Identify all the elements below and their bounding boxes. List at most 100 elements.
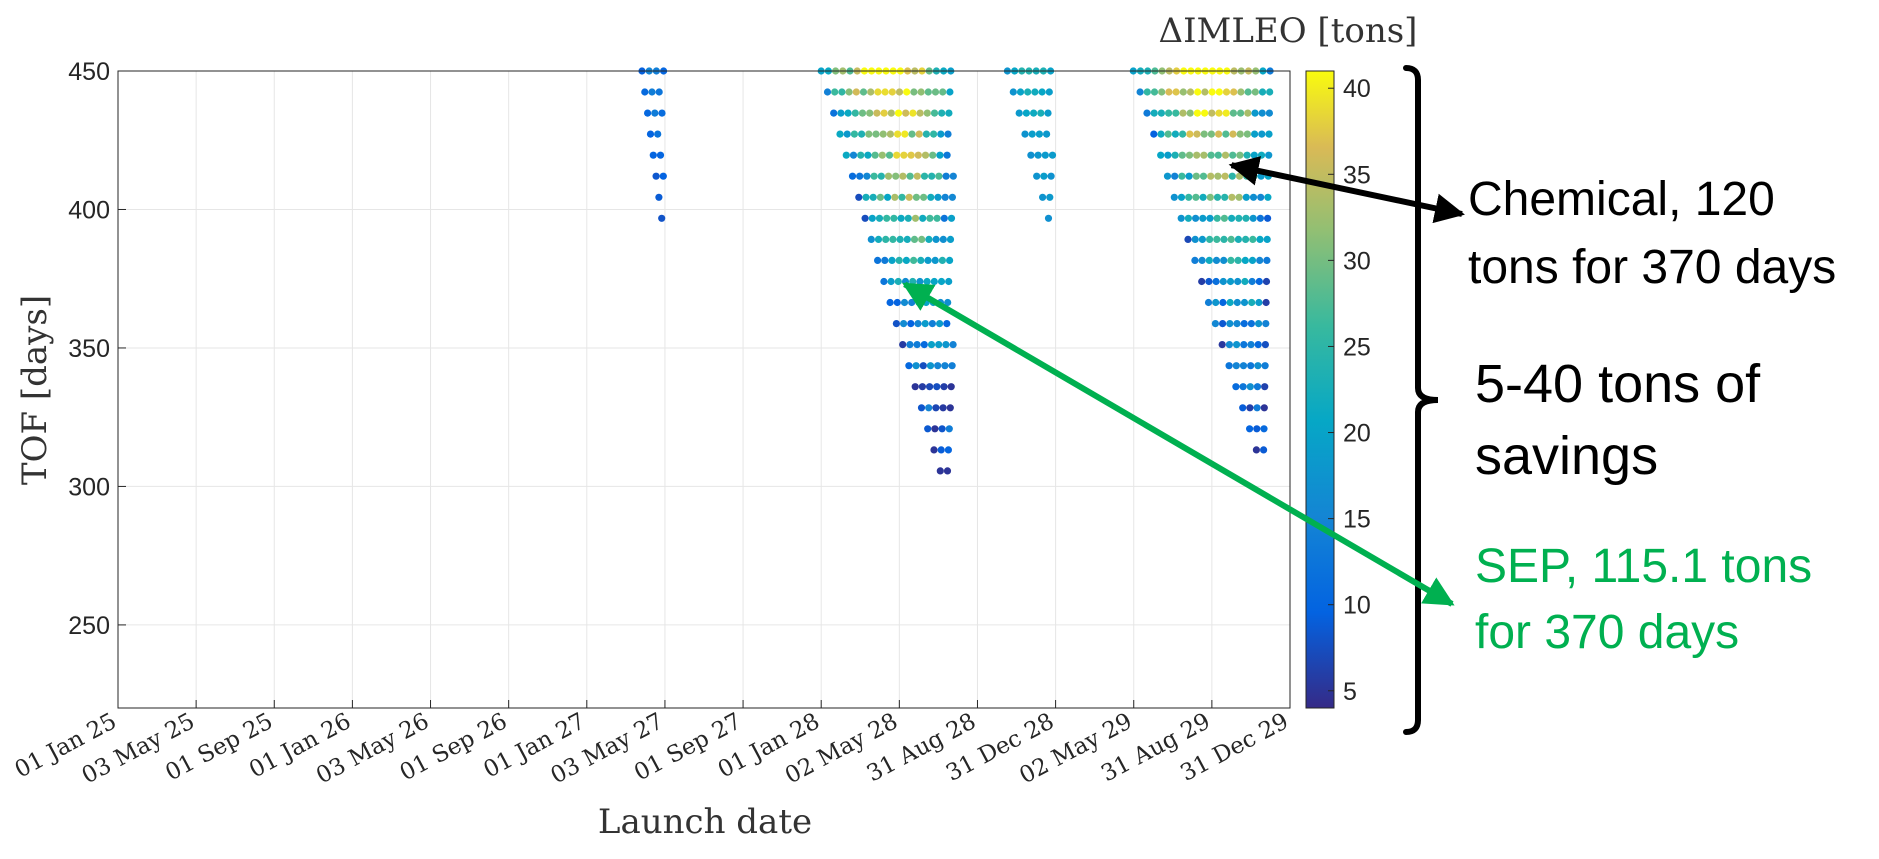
scatter-point: [1240, 298, 1249, 307]
plot-frame: [117, 70, 1291, 709]
scatter-point: [933, 383, 941, 391]
scatter-point: [1192, 214, 1200, 222]
scatter-point: [1172, 88, 1180, 96]
scatter-point: [837, 109, 845, 117]
scatter-point: [901, 130, 909, 138]
scatter-point: [861, 214, 869, 222]
scatter-point: [900, 320, 908, 328]
scatter-point: [1265, 130, 1273, 138]
scatter-point: [1214, 151, 1222, 159]
scatter-point: [916, 277, 924, 286]
scatter-point: [904, 214, 912, 222]
colorbar-label: ΔIMLEO [tons]: [1159, 11, 1418, 51]
scatter-point: [1260, 446, 1268, 454]
scatter-point: [823, 88, 832, 96]
scatter-point: [1256, 256, 1264, 264]
scatter-point: [908, 298, 916, 307]
scatter-point: [1047, 172, 1055, 180]
scatter-point: [1255, 298, 1263, 307]
y-tick-label: 300: [68, 473, 110, 501]
scatter-point: [1164, 151, 1172, 159]
scatter-point: [836, 130, 844, 138]
scatter-point: [1228, 214, 1236, 222]
scatter-point: [1260, 425, 1268, 433]
scatter-point: [1220, 235, 1228, 243]
scatter-point: [1248, 256, 1257, 264]
scatter-point: [945, 425, 953, 433]
scatter-point: [865, 130, 873, 138]
scatter-point: [1048, 151, 1057, 159]
scatter-point: [1043, 130, 1051, 138]
scatter-point: [928, 172, 936, 180]
scatter-point: [1253, 425, 1261, 433]
scatter-point: [937, 130, 945, 138]
scatter-point: [1171, 130, 1179, 138]
scatter-point: [1248, 298, 1256, 307]
scatter-point: [1208, 109, 1216, 117]
scatter-point: [1254, 362, 1262, 370]
scatter-point: [1239, 362, 1248, 370]
scatter-point: [1232, 362, 1240, 370]
scatter-point: [1222, 109, 1230, 117]
scatter-point: [905, 193, 913, 201]
grid-lines: [117, 70, 1291, 708]
scatter-point: [1221, 172, 1229, 180]
scatter-point: [925, 235, 933, 243]
scatter-point: [1257, 151, 1266, 159]
scatter-point: [1265, 109, 1273, 117]
scatter-point: [1201, 109, 1209, 117]
scatter-point: [1244, 88, 1252, 96]
scatter-point: [923, 109, 931, 117]
scatter-point: [1263, 256, 1271, 264]
scatter-point: [1193, 130, 1201, 138]
scatter-point: [944, 446, 953, 454]
scatter-point: [922, 130, 931, 138]
x-axis-label: Launch date: [598, 802, 812, 842]
scatter-point: [917, 88, 925, 96]
scatter-point: [1040, 172, 1048, 180]
savings-annotation-line-1: 5-40 tons of: [1475, 354, 1761, 414]
scatter-point: [1208, 88, 1216, 96]
scatter-point: [1228, 172, 1236, 180]
scatter-point: [930, 277, 938, 286]
scatter-point: [924, 425, 932, 433]
colorbar: [1305, 70, 1335, 709]
scatter-point: [1041, 151, 1049, 159]
scatter-point: [898, 193, 906, 201]
scatter-point: [1143, 109, 1151, 117]
scatter-point: [1249, 214, 1257, 222]
scatter-point: [1213, 235, 1221, 243]
scatter-point: [910, 235, 919, 243]
scatter-point: [930, 130, 938, 138]
scatter-point: [1255, 320, 1263, 328]
scatter-point: [946, 88, 954, 96]
scatter-point: [1256, 235, 1264, 243]
scatter-point: [1191, 256, 1199, 264]
scatter-point: [895, 256, 903, 264]
scatter-point: [1044, 109, 1052, 117]
scatter-point: [863, 172, 871, 180]
scatter-point: [945, 277, 953, 286]
scatter-point: [935, 341, 943, 349]
scatter-point: [896, 235, 904, 243]
scatter-point: [859, 88, 868, 96]
scatter-point: [938, 425, 946, 433]
scatter-point: [1164, 130, 1172, 138]
scatter-point: [874, 235, 883, 243]
scatter-point: [649, 151, 657, 159]
scatter-point: [1226, 298, 1234, 307]
scatter-point: [1229, 109, 1237, 117]
scatter-point: [900, 151, 908, 159]
scatter-point: [1200, 151, 1208, 159]
scatter-point: [1192, 172, 1200, 180]
scatter-point: [1206, 235, 1214, 243]
scatter-point: [658, 109, 666, 117]
scatter-point: [932, 404, 940, 412]
scatter-point: [1163, 172, 1172, 180]
scatter-point: [1213, 214, 1221, 222]
y-tick-label: 350: [68, 335, 110, 363]
scatter-point: [946, 235, 955, 243]
scatter-point: [939, 88, 947, 96]
scatter-point: [1237, 88, 1245, 96]
